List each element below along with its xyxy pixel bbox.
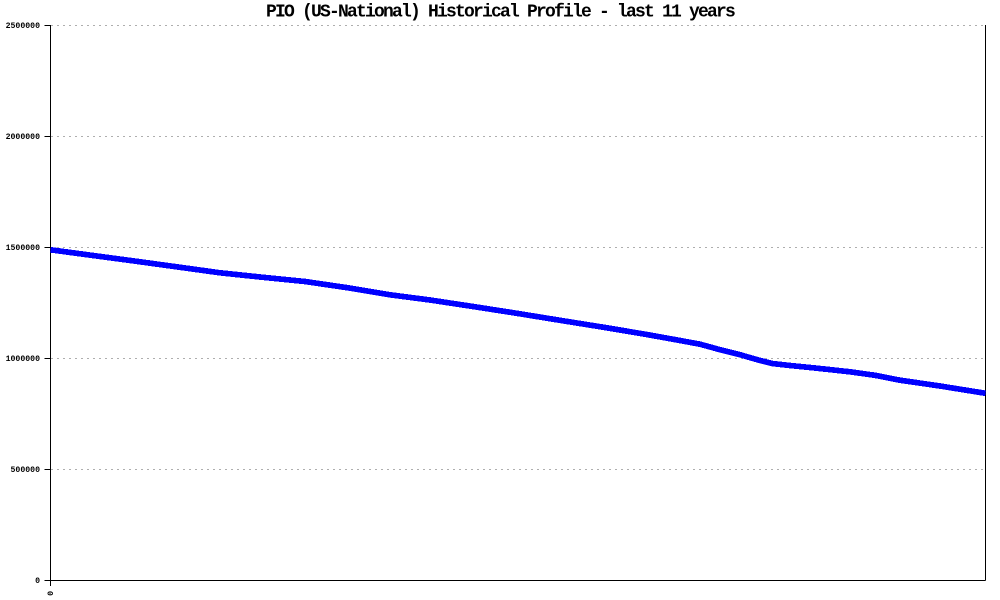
svg-text:500000: 500000 — [11, 466, 41, 475]
svg-text:1500000: 1500000 — [6, 244, 40, 253]
svg-text:0: 0 — [47, 591, 56, 596]
svg-text:0: 0 — [35, 577, 40, 586]
svg-text:PIO (US-National) Historical P: PIO (US-National) Historical Profile - l… — [266, 3, 735, 23]
svg-text:2000000: 2000000 — [6, 133, 40, 142]
svg-text:1000000: 1000000 — [6, 355, 40, 364]
svg-text:2500000: 2500000 — [6, 22, 40, 31]
